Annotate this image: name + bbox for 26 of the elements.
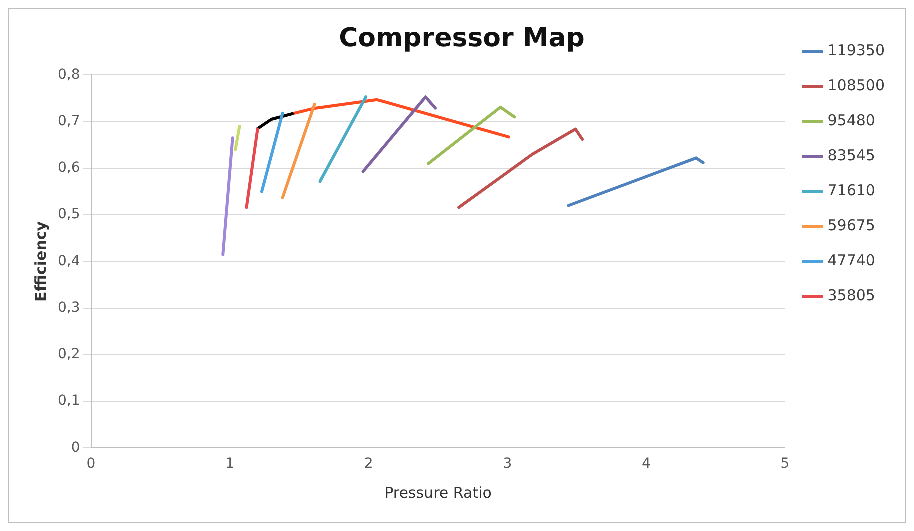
x-tick-label: 0 [86,456,96,472]
legend-label: 95480 [828,111,876,130]
y-tick-label: 0,7 [58,113,80,130]
x-tick-label: 3 [503,456,512,472]
legend-label: 108500 [828,76,886,94]
legend-label: 35805 [828,286,876,304]
legend-label: 47740 [828,251,876,270]
y-tick-label: 0,5 [58,206,80,223]
y-tick-label: 0,8 [58,66,80,83]
y-tick-label: 0,1 [58,393,80,410]
legend-label: 71610 [828,181,876,200]
chart-title: Compressor Map [339,23,585,54]
y-axis-title: Efficiency [32,221,50,302]
y-tick-label: 0,2 [58,346,80,363]
legend-label: 119350 [828,41,886,60]
x-tick-label: 2 [364,456,374,472]
x-axis-title: Pressure Ratio [384,484,492,502]
legend-label: 59675 [828,216,876,234]
x-tick-label: 4 [642,456,651,472]
y-tick-label: 0,3 [58,300,80,316]
y-tick-label: 0,6 [58,160,80,176]
y-tick-label: 0 [71,440,80,456]
x-tick-label: 1 [226,456,235,472]
y-tick-label: 0,4 [58,253,80,270]
x-tick-label: 5 [780,456,790,472]
legend-label: 83545 [828,146,876,164]
